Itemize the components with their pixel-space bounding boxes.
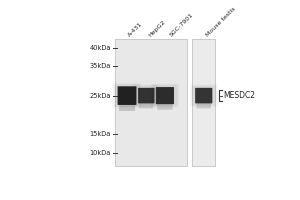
Bar <box>192 39 215 166</box>
Text: MESDC2: MESDC2 <box>224 91 256 100</box>
FancyBboxPatch shape <box>192 86 216 106</box>
Text: 35kDa: 35kDa <box>89 63 111 69</box>
FancyBboxPatch shape <box>138 88 154 103</box>
Text: SGC-7901: SGC-7901 <box>169 12 194 38</box>
FancyBboxPatch shape <box>135 86 158 106</box>
FancyBboxPatch shape <box>196 103 211 108</box>
Text: 10kDa: 10kDa <box>89 150 111 156</box>
FancyBboxPatch shape <box>195 88 212 103</box>
Text: 40kDa: 40kDa <box>89 45 111 51</box>
FancyBboxPatch shape <box>140 103 153 108</box>
FancyBboxPatch shape <box>153 85 177 106</box>
FancyBboxPatch shape <box>157 103 172 110</box>
Text: 15kDa: 15kDa <box>89 131 111 137</box>
Text: 25kDa: 25kDa <box>89 93 111 99</box>
FancyBboxPatch shape <box>114 84 140 107</box>
FancyBboxPatch shape <box>119 104 135 111</box>
FancyBboxPatch shape <box>156 87 174 104</box>
FancyBboxPatch shape <box>118 86 136 105</box>
Text: HepG2: HepG2 <box>148 19 167 38</box>
Text: Mouse testis: Mouse testis <box>205 6 236 38</box>
Bar <box>116 39 188 166</box>
Text: A-431: A-431 <box>127 21 143 38</box>
